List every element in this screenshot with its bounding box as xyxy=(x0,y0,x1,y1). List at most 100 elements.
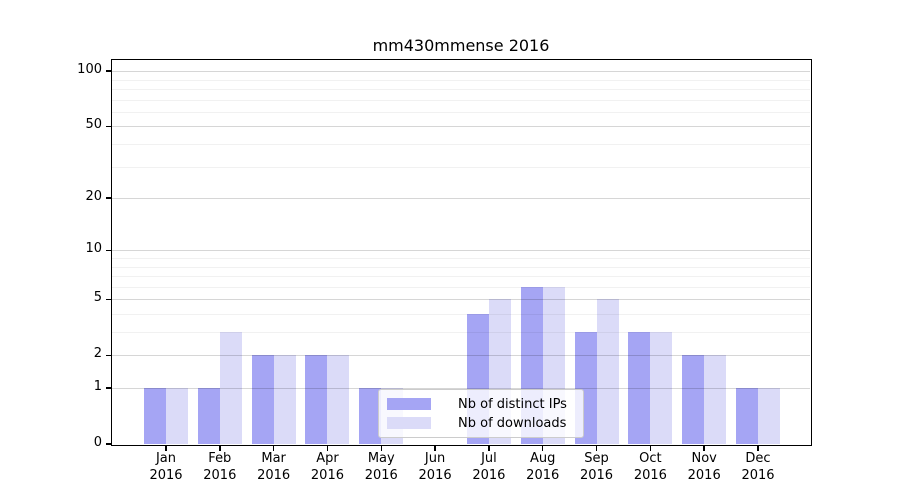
y-tick-1 xyxy=(106,387,112,389)
x-tick-year: 2016 xyxy=(364,467,398,483)
gridlines-layer xyxy=(112,60,810,444)
x-tick-year: 2016 xyxy=(203,467,237,483)
y-tick-20 xyxy=(106,197,112,199)
bar-sep-downloads xyxy=(596,299,619,444)
y-tick-50 xyxy=(106,125,112,128)
bar-apr-downloads xyxy=(327,355,350,444)
x-tick-label-sep: Sep 2016 xyxy=(567,451,627,484)
x-tick-month: Oct xyxy=(639,451,662,466)
bar-feb-distinct-ips xyxy=(197,388,220,444)
chart-title: mm430mmense 2016 xyxy=(372,36,550,55)
x-tick-year: 2016 xyxy=(633,467,667,483)
bar-dec-downloads xyxy=(758,388,780,444)
bar-oct-downloads xyxy=(650,332,673,444)
gridline-major-100 xyxy=(112,71,810,73)
x-tick-label-feb: Feb 2016 xyxy=(190,451,250,484)
bar-feb-downloads xyxy=(219,332,242,444)
plot-area xyxy=(112,60,810,444)
x-tick-label-jan: Jan 2016 xyxy=(136,451,196,484)
x-tick-dec xyxy=(757,445,759,451)
x-tick-year: 2016 xyxy=(741,467,775,483)
gridline-minor-6 xyxy=(112,286,810,288)
gridline-minor-8 xyxy=(112,266,810,268)
legend-item-downloads: Nb of downloads xyxy=(387,415,575,431)
gridline-minor-7 xyxy=(112,276,810,278)
gridline-minor-3 xyxy=(112,332,810,333)
y-tick-label-1: 1 xyxy=(93,379,102,394)
x-tick-label-oct: Oct 2016 xyxy=(620,451,680,484)
x-tick-nov xyxy=(703,445,705,451)
gridline-major-10 xyxy=(112,250,810,252)
x-tick-feb xyxy=(219,445,221,451)
y-tick-10 xyxy=(106,249,112,252)
x-tick-month: Jul xyxy=(481,451,497,466)
x-tick-label-nov: Nov 2016 xyxy=(674,451,734,484)
gridline-minor-40 xyxy=(112,144,810,145)
x-tick-label-dec: Dec 2016 xyxy=(728,451,788,484)
x-tick-aug xyxy=(541,445,544,451)
bar-jan-downloads xyxy=(166,388,188,444)
bar-apr-distinct-ips xyxy=(305,355,328,444)
x-tick-year: 2016 xyxy=(472,467,506,483)
y-tick-label-20: 20 xyxy=(85,189,102,205)
x-tick-label-jun: Jun 2016 xyxy=(405,451,465,484)
legend-item-distinct-ips: Nb of distinct IPs xyxy=(387,396,575,412)
y-tick-label-2: 2 xyxy=(93,346,102,362)
x-tick-month: Dec xyxy=(745,451,771,466)
bar-may-distinct-ips xyxy=(359,388,382,444)
x-tick-jan xyxy=(165,445,167,451)
gridline-minor-9 xyxy=(112,257,810,259)
bar-mar-distinct-ips xyxy=(251,355,274,444)
bar-jan-distinct-ips xyxy=(144,388,166,444)
x-tick-year: 2016 xyxy=(687,467,721,483)
x-tick-apr xyxy=(326,445,329,451)
x-tick-label-jul: Jul 2016 xyxy=(459,451,519,484)
gridline-minor-4 xyxy=(112,313,810,315)
x-tick-year: 2016 xyxy=(257,467,291,483)
bar-dec-distinct-ips xyxy=(736,388,758,444)
x-tick-jun xyxy=(434,445,436,451)
y-tick-label-10: 10 xyxy=(85,241,102,257)
x-tick-month: Jan xyxy=(155,451,177,466)
x-tick-month: Mar xyxy=(261,451,286,466)
bar-nov-distinct-ips xyxy=(682,355,705,444)
x-tick-label-aug: Aug 2016 xyxy=(513,451,573,484)
gridline-major-2 xyxy=(112,355,810,357)
gridline-minor-80 xyxy=(112,89,810,90)
x-tick-month: Nov xyxy=(691,451,717,466)
x-tick-sep xyxy=(595,445,598,451)
x-tick-label-mar: Mar 2016 xyxy=(244,451,304,484)
y-tick-label-50: 50 xyxy=(85,117,102,133)
y-tick-5 xyxy=(106,298,112,300)
legend-swatch-distinct-ips xyxy=(387,398,431,410)
gridline-major-50 xyxy=(112,126,810,128)
x-tick-label-apr: Apr 2016 xyxy=(297,451,357,484)
x-tick-mar xyxy=(272,445,275,451)
bar-mar-downloads xyxy=(273,355,296,444)
legend: Nb of distinct IPs Nb of downloads xyxy=(378,389,584,438)
x-tick-month: Aug xyxy=(530,451,556,466)
x-tick-year: 2016 xyxy=(579,467,614,483)
legend-label-downloads: Nb of downloads xyxy=(458,415,567,431)
y-tick-2 xyxy=(106,354,112,356)
y-tick-label-100: 100 xyxy=(77,62,102,78)
gridline-minor-70 xyxy=(112,99,810,101)
bar-nov-downloads xyxy=(704,355,727,444)
legend-label-distinct-ips: Nb of distinct IPs xyxy=(458,396,567,412)
x-tick-year: 2016 xyxy=(149,467,183,483)
gridline-minor-60 xyxy=(112,111,810,113)
x-tick-month: Sep xyxy=(584,451,609,466)
x-tick-month: Jun xyxy=(424,451,446,466)
x-tick-year: 2016 xyxy=(418,467,452,483)
x-tick-month: May xyxy=(367,451,395,466)
bar-oct-distinct-ips xyxy=(628,332,651,444)
gridline-major-1 xyxy=(112,388,810,389)
y-tick-0 xyxy=(106,443,112,445)
x-tick-month: Feb xyxy=(208,451,232,466)
x-tick-may xyxy=(380,445,383,451)
legend-swatch-downloads xyxy=(387,417,431,429)
gridline-minor-90 xyxy=(112,79,810,81)
x-tick-month: Apr xyxy=(316,451,339,466)
gridline-major-5 xyxy=(112,299,810,301)
